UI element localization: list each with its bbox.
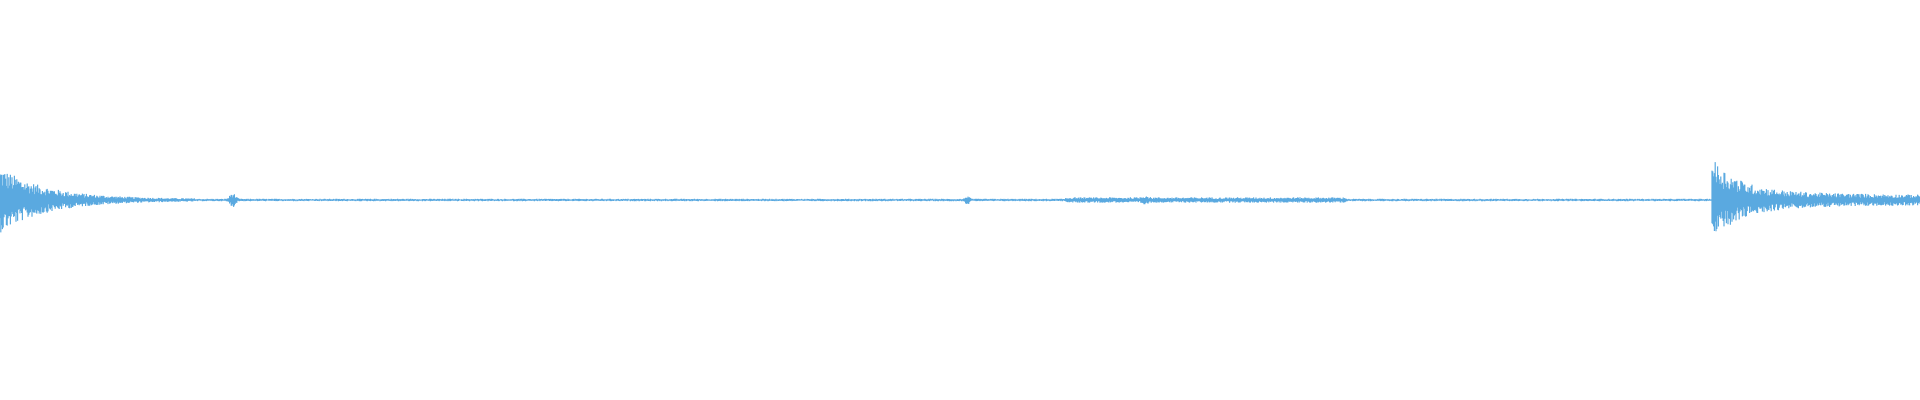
waveform xyxy=(0,162,1920,233)
